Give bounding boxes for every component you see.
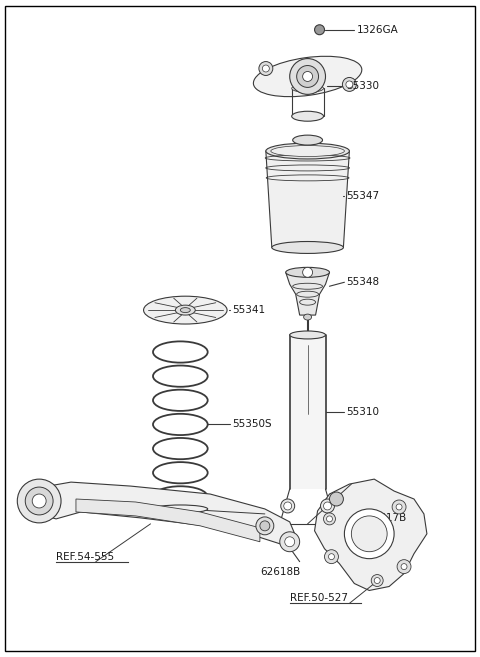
Polygon shape [31, 482, 295, 549]
Text: REF.54-555: REF.54-555 [56, 552, 114, 562]
Ellipse shape [253, 57, 362, 97]
Circle shape [260, 521, 270, 531]
Circle shape [302, 72, 312, 81]
Circle shape [285, 537, 295, 547]
Circle shape [328, 554, 335, 560]
Ellipse shape [180, 307, 190, 313]
Text: 62618B: 62618B [260, 566, 300, 577]
Polygon shape [76, 499, 260, 542]
Ellipse shape [153, 505, 208, 513]
Circle shape [284, 536, 296, 548]
Circle shape [344, 509, 394, 558]
Circle shape [401, 564, 407, 570]
Text: 1326GA: 1326GA [356, 25, 398, 35]
Circle shape [374, 578, 380, 583]
Text: 55341: 55341 [232, 305, 265, 315]
Ellipse shape [286, 267, 329, 277]
Ellipse shape [293, 135, 323, 145]
Ellipse shape [271, 146, 344, 156]
Circle shape [25, 487, 53, 515]
Circle shape [397, 560, 411, 574]
Polygon shape [286, 273, 329, 315]
Circle shape [324, 513, 336, 525]
Ellipse shape [304, 314, 312, 320]
Circle shape [256, 517, 274, 535]
Text: 55347: 55347 [347, 191, 380, 201]
Circle shape [297, 66, 319, 87]
Text: 55310: 55310 [347, 407, 379, 417]
Ellipse shape [175, 305, 195, 315]
Circle shape [329, 492, 343, 506]
Circle shape [263, 65, 269, 72]
Ellipse shape [290, 331, 325, 339]
Circle shape [17, 479, 61, 523]
Ellipse shape [144, 296, 227, 324]
Circle shape [259, 62, 273, 76]
Circle shape [396, 504, 402, 510]
Circle shape [351, 516, 387, 552]
Text: 55350S: 55350S [232, 419, 272, 430]
Circle shape [371, 575, 383, 587]
Circle shape [324, 502, 332, 510]
Text: 62617B: 62617B [366, 513, 407, 523]
Circle shape [287, 539, 293, 545]
Bar [290, 335, 325, 489]
Circle shape [326, 516, 333, 522]
Circle shape [346, 81, 353, 88]
Circle shape [280, 532, 300, 552]
Circle shape [284, 502, 292, 510]
Ellipse shape [272, 242, 343, 254]
Text: 55348: 55348 [347, 277, 380, 287]
Text: REF.50-527: REF.50-527 [290, 593, 348, 603]
Circle shape [342, 78, 356, 91]
Circle shape [302, 267, 312, 277]
Circle shape [290, 58, 325, 95]
Circle shape [324, 550, 338, 564]
Polygon shape [266, 151, 349, 248]
Circle shape [281, 499, 295, 513]
Ellipse shape [292, 111, 324, 121]
Circle shape [32, 494, 46, 508]
Polygon shape [314, 479, 427, 591]
Circle shape [392, 500, 406, 514]
Circle shape [321, 499, 335, 513]
Ellipse shape [292, 84, 324, 93]
Circle shape [314, 25, 324, 35]
Text: 55330: 55330 [347, 81, 379, 91]
Ellipse shape [266, 143, 349, 159]
